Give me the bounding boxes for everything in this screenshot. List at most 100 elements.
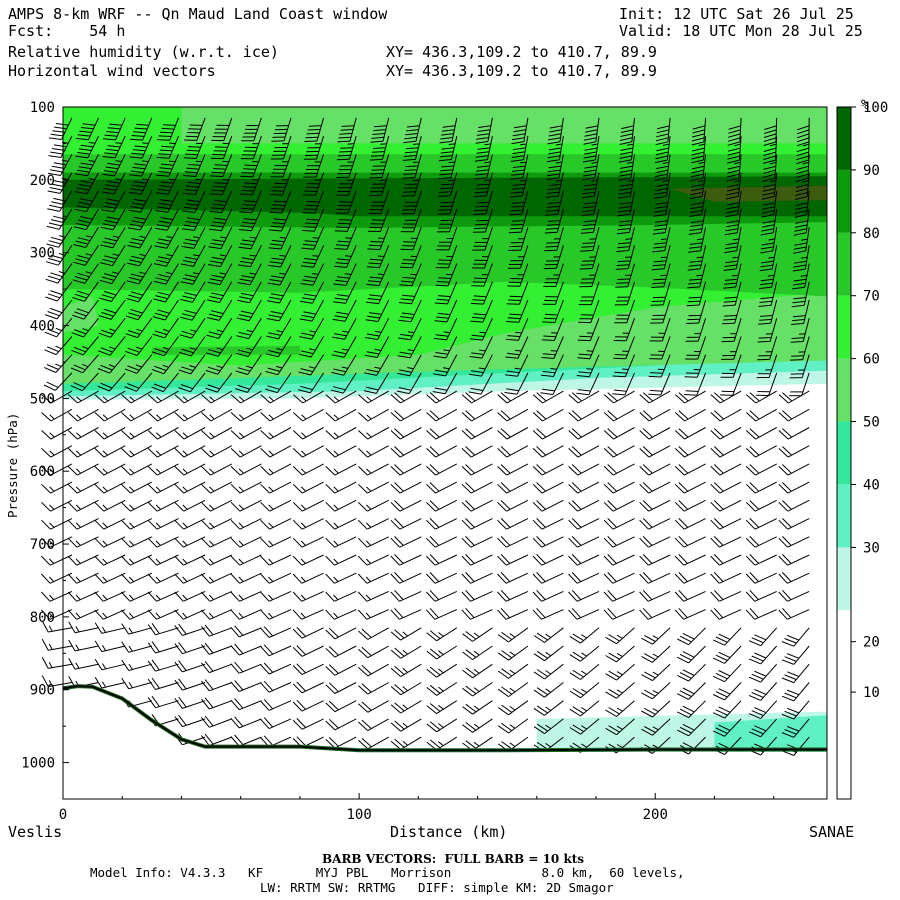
barb-flag [105,148,119,152]
barb-flag [332,318,346,322]
barb-flag [654,159,668,164]
wind-barb [181,208,206,231]
barb-shaft [210,408,233,422]
barb-shaft [240,390,262,404]
barb-flag [128,294,141,299]
barb-flag [230,736,240,747]
wind-barb [97,354,126,374]
barb-flag [209,295,222,300]
barb-flag [778,537,788,548]
barb-flag [358,739,369,750]
barb-flag [41,501,51,512]
barb-flag [270,208,284,210]
barb-half-flag [365,612,371,619]
barb-flag [655,220,668,223]
barb-shaft [248,317,262,339]
wind-barb [230,625,262,638]
barb-half-flag [662,161,670,164]
barb-flag [121,483,131,494]
wind-barb [201,661,232,674]
barb-flag [580,231,594,234]
wind-barb [292,627,324,639]
barb-flag [306,218,320,221]
barb-flag [426,555,436,566]
barb-half-flag [182,468,188,474]
barb-half-flag [366,432,372,438]
barb-half-flag [268,594,274,600]
wind-barb [147,623,179,636]
wind-barb [533,645,564,662]
barb-flag [302,279,315,283]
wind-barb [70,372,99,392]
barb-flag [399,284,413,287]
wind-barb [497,627,529,643]
wind-barb [45,245,73,266]
wind-barb [210,135,233,160]
barb-shaft [210,445,233,458]
barb-shaft [577,518,600,530]
barb-half-flag [102,396,109,402]
barb-flag [94,466,105,476]
wind-barb [462,663,493,679]
wind-barb [357,572,389,584]
barb-flag [615,268,629,270]
barb-shaft [183,427,206,440]
wind-barb [201,642,232,655]
barb-flag [178,642,187,653]
wind-barb [147,695,179,709]
barb-flag [576,375,590,378]
barb-shaft [411,281,422,305]
barb-flag [441,165,454,168]
barb-flag [547,141,561,145]
barb-flag [127,347,140,353]
wind-barb [331,354,357,376]
barb-flag [242,221,255,225]
barb-flag [304,258,317,261]
wind-barb [75,117,99,141]
barb-shaft [109,372,126,392]
barb-flag [791,337,805,339]
barb-flag [617,246,630,249]
barb-shaft [315,172,325,196]
wind-barb [174,714,206,728]
barb-flag [582,205,596,209]
wind-barb [532,589,564,602]
barb-flag [325,702,336,713]
barb-shaft [684,427,706,440]
barb-flag [204,697,214,708]
wind-barb [497,463,529,476]
wind-barb [426,427,458,440]
barb-flag [51,201,64,205]
barb-half-flag [509,705,516,711]
barb-flag [230,501,241,512]
barb-flag [619,202,633,205]
barb-flag [268,314,282,318]
barb-flag [292,412,304,422]
barb-flag [49,169,63,173]
wind-barb [497,427,529,440]
barb-flag [53,180,67,184]
barb-flag [147,501,158,512]
barb-flag [79,130,92,133]
barb-flag [461,609,471,620]
wind-barb [235,354,262,375]
wind-barb [240,154,262,178]
barb-flag [713,392,725,402]
barb-flag [174,537,184,548]
barb-flag [45,278,59,284]
barb-flag [793,232,807,236]
wind-barb [121,641,152,653]
wind-barb [677,700,706,719]
barb-flag [792,282,806,286]
barb-flag [337,140,351,143]
barb-flag [238,314,252,318]
barb-shaft [251,208,262,232]
wind-barb [616,227,635,253]
barb-flag [129,174,142,177]
barb-flag [795,177,809,183]
wind-barb [569,700,600,717]
barb-flag [184,309,197,314]
barb-flag [182,192,196,195]
barb-flag [541,339,555,341]
barb-flag [642,392,654,402]
